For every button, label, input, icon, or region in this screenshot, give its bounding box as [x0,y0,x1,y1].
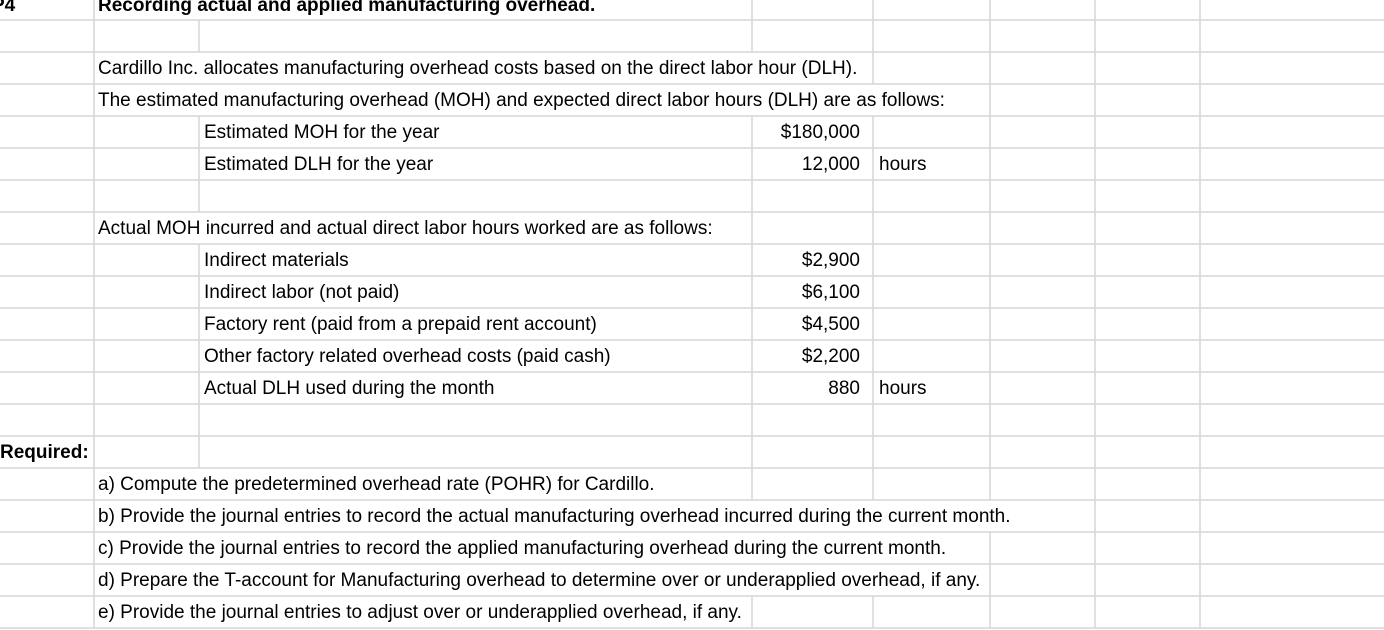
cell-text: Estimated DLH for the year [204,154,434,175]
cell-text: hours [879,378,927,399]
cell-text: 12,000 [802,154,860,175]
cell-text: The estimated manufacturing overhead (MO… [98,90,945,111]
cell-text: Indirect materials [204,250,349,271]
cell-text: Estimated MOH for the year [204,122,440,143]
cell-text: Factory rent (paid from a prepaid rent a… [204,314,597,335]
cell-text: $6,100 [802,282,860,303]
cell-text: $2,200 [802,346,860,367]
cells: P4 Recording actual and applied manufactu… [0,0,1011,623]
cell-text: $2,900 [802,250,860,271]
cell-text: Recording actual and applied manufacturi… [98,0,595,16]
cell-text: 880 [828,378,860,399]
cell-text: P4 [0,0,16,16]
cell-text: $180,000 [781,122,860,143]
cell-text: a) Compute the predetermined overhead ra… [98,474,655,495]
cell-text: Actual DLH used during the month [204,378,494,399]
cell-text: $4,500 [802,314,860,335]
cell-text: Required: [0,442,89,463]
cell-text: b) Provide the journal entries to record… [98,506,1011,527]
cell-text: hours [879,154,927,175]
cell-text: Actual MOH incurred and actual direct la… [98,218,713,239]
cell-text: d) Prepare the T-account for Manufacturi… [98,570,980,591]
cell-text: Cardillo Inc. allocates manufacturing ov… [98,58,857,79]
cell-text: e) Provide the journal entries to adjust… [98,602,742,623]
cell-text: Indirect labor (not paid) [204,282,399,303]
cell-text: Other factory related overhead costs (pa… [204,346,611,367]
cell-text: c) Provide the journal entries to record… [98,538,946,559]
